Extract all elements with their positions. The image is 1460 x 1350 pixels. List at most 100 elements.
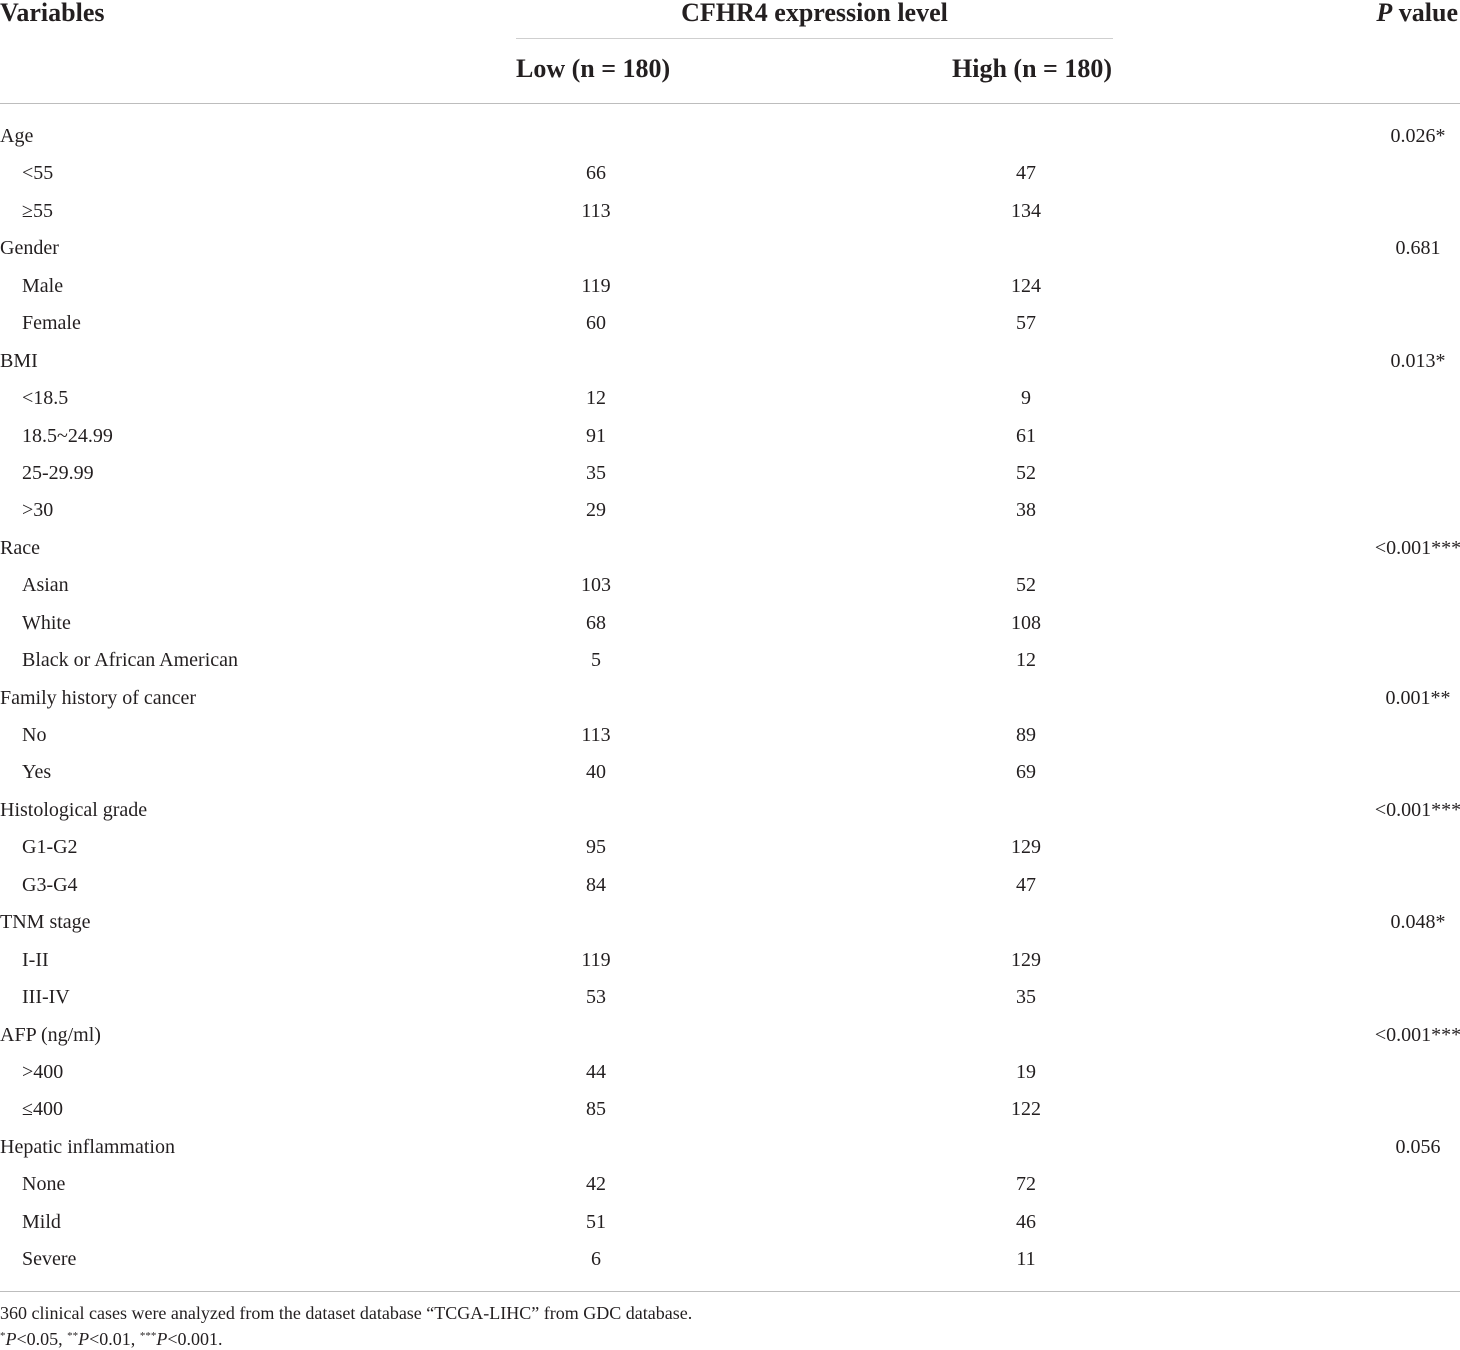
table-row: Asian 103 52 (0, 567, 1460, 604)
cell-low: 44 (586, 1060, 606, 1083)
cell-high: 52 (1016, 574, 1036, 597)
table-row: AFP (ng/ml) <0.001*** (0, 1017, 1460, 1054)
table-row: White 68 108 (0, 605, 1460, 642)
cell-low: 84 (586, 873, 606, 896)
cell-high: 108 (1011, 611, 1041, 634)
footnote: 360 clinical cases were analyzed from th… (0, 1303, 693, 1323)
cell-low: 91 (586, 424, 606, 447)
row-label: ≤400 (22, 1098, 63, 1121)
significance-p: P (156, 1329, 168, 1349)
cell-p-value: 0.001** (1385, 686, 1451, 709)
cell-low: 35 (586, 461, 606, 484)
row-label: ≥55 (22, 199, 53, 222)
significance-threshold: <0.001. (167, 1329, 223, 1349)
significance-threshold: <0.01, (89, 1329, 140, 1349)
row-label: >400 (22, 1060, 64, 1083)
cell-high: 129 (1011, 836, 1041, 859)
cell-high: 134 (1011, 199, 1041, 222)
cell-low: 42 (586, 1173, 606, 1196)
row-label: TNM stage (0, 911, 91, 934)
cell-high: 46 (1016, 1210, 1036, 1233)
row-label: No (22, 724, 47, 746)
row-label: Yes (22, 761, 52, 784)
cell-low: 113 (581, 199, 611, 222)
row-label: Hepatic inflammation (0, 1135, 175, 1158)
row-label: G3-G4 (22, 873, 78, 896)
row-label: Race (0, 536, 40, 559)
cell-low: 66 (586, 162, 606, 185)
cell-p-value: <0.001*** (1374, 536, 1460, 559)
cell-p-value: 0.681 (1395, 237, 1441, 260)
cell-p-value: <0.001*** (1374, 798, 1460, 821)
table-row: G3-G4 84 47 (0, 867, 1460, 904)
cell-high: 52 (1016, 461, 1036, 484)
row-label: G1-G2 (22, 836, 78, 859)
cell-low: 85 (586, 1098, 606, 1121)
row-label: Asian (22, 574, 69, 597)
table-row: Gender 0.681 (0, 230, 1460, 267)
cell-p-value: 0.056 (1395, 1135, 1441, 1158)
header-low: Low (n = 180) (516, 54, 671, 83)
row-label: Male (22, 274, 64, 297)
cell-low: 113 (581, 724, 611, 746)
table-row: No 113 89 (0, 717, 1460, 754)
cell-p-value: 0.026* (1390, 125, 1446, 147)
cell-low: 51 (586, 1210, 606, 1233)
row-label: AFP (ng/ml) (0, 1023, 101, 1046)
cell-high: 19 (1016, 1060, 1036, 1083)
table-row: >30 29 38 (0, 492, 1460, 529)
table-row: I-II 119 129 (0, 942, 1460, 979)
cell-high: 38 (1016, 499, 1036, 522)
table-row: Age 0.026* (0, 118, 1460, 155)
row-label: None (22, 1173, 66, 1196)
group-rule (516, 38, 1113, 39)
table-row: Race <0.001*** (0, 530, 1460, 567)
cell-high: 124 (1011, 274, 1041, 297)
row-label: >30 (22, 499, 54, 522)
table-row: Hepatic inflammation 0.056 (0, 1129, 1460, 1166)
row-label: White (22, 611, 71, 634)
table-row: Female 60 57 (0, 305, 1460, 342)
footer-rule (0, 1291, 1460, 1292)
row-label: Black or African American (22, 649, 239, 672)
table-row: BMI 0.013* (0, 343, 1460, 380)
cell-p-value: 0.048* (1390, 911, 1446, 934)
table-row: ≥55 113 134 (0, 193, 1460, 230)
row-label: Histological grade (0, 798, 148, 821)
significance-p: P (5, 1329, 17, 1349)
table-row: Family history of cancer 0.001** (0, 680, 1460, 717)
cell-high: 11 (1016, 1248, 1036, 1271)
table-row: III-IV 53 35 (0, 979, 1460, 1016)
header-p-value: P value (1376, 0, 1458, 28)
table-row: G1-G2 95 129 (0, 829, 1460, 866)
row-label: 25-29.99 (22, 461, 94, 484)
row-label: Female (22, 312, 81, 335)
cell-low: 6 (591, 1248, 601, 1271)
header-high: High (n = 180) (952, 54, 1112, 83)
row-label: <55 (22, 162, 54, 185)
table-row: None 42 72 (0, 1166, 1460, 1203)
row-label: I-II (22, 948, 49, 971)
table-row: >400 44 19 (0, 1054, 1460, 1091)
cell-high: 61 (1016, 424, 1036, 447)
significance-stars: *** (139, 1330, 157, 1342)
header-p-rest: value (1392, 0, 1458, 27)
row-label: BMI (0, 349, 38, 372)
header-p-italic: P (1376, 0, 1393, 27)
significance-stars: * (0, 1330, 6, 1342)
header-rule (0, 103, 1460, 104)
table-body: Age 0.026* <55 66 47 ≥55 113 134 Gender 0.681 Male… (0, 118, 1460, 1279)
row-label: Age (0, 125, 34, 147)
cell-low: 103 (581, 574, 611, 597)
table-row: Severe 6 11 (0, 1241, 1460, 1278)
cell-low: 119 (581, 274, 611, 297)
table-row: Black or African American 5 12 (0, 642, 1460, 679)
header-expression-group: CFHR4 expression level (681, 0, 948, 27)
row-label: Family history of cancer (0, 686, 197, 709)
table-row: Histological grade <0.001*** (0, 792, 1460, 829)
table-row: TNM stage 0.048* (0, 904, 1460, 941)
cell-low: 60 (586, 312, 606, 335)
cell-low: 5 (591, 649, 601, 672)
cell-low: 95 (586, 836, 606, 859)
row-label: 18.5~24.99 (22, 424, 113, 447)
